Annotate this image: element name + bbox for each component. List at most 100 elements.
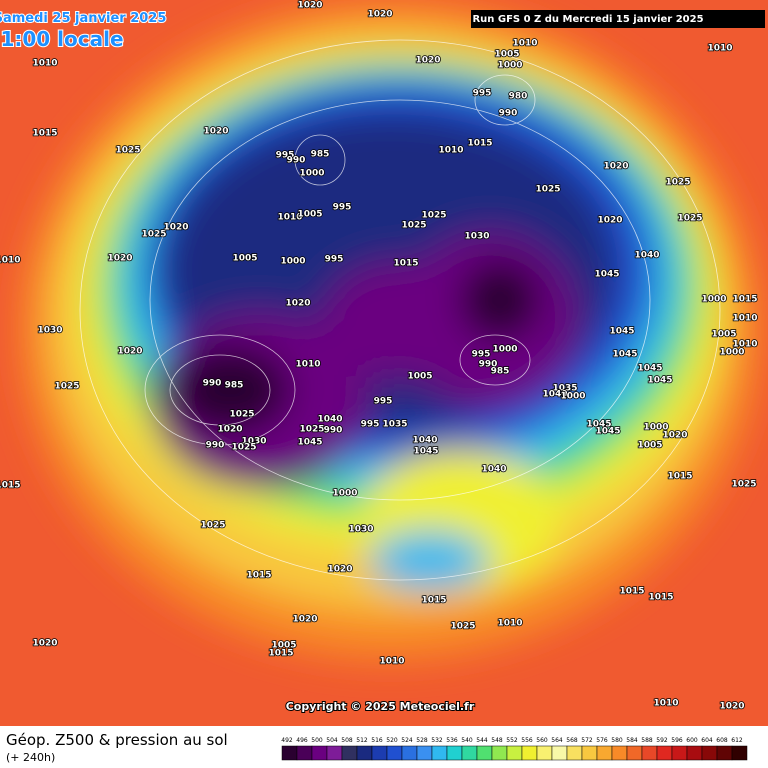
pressure-label: 1010	[497, 619, 522, 629]
colorbar-label: 564	[551, 737, 563, 744]
pressure-label: 1005	[271, 641, 296, 651]
colorbar-label: 496	[296, 737, 308, 744]
pressure-label: 1025	[665, 178, 690, 188]
pressure-label: 1010	[732, 340, 757, 350]
pressure-label: 1020	[597, 216, 622, 226]
pressure-label: 1045	[297, 438, 322, 448]
pressure-label: 1015	[648, 593, 673, 603]
pressure-label: 1020	[107, 254, 132, 264]
pressure-label: 1030	[241, 437, 266, 447]
colorbar: 492 496 500 504 508 512 516 520 524 528 532 536 540 5…	[281, 737, 748, 761]
pressure-label: 995	[473, 89, 492, 99]
pressure-label: 1045	[647, 376, 672, 386]
pressure-label: 1010	[512, 39, 537, 49]
run: Run GFS 0 Z du Mercredi 15 janvier 2025	[472, 14, 703, 25]
pressure-label: 1000	[497, 61, 522, 71]
pressure-label: 1000	[332, 489, 357, 499]
colorbar-box	[506, 745, 523, 761]
colorbar-label: 532	[431, 737, 443, 744]
pressure-label: 1045	[612, 350, 637, 360]
colorbar-label: 500	[311, 737, 323, 744]
pressure-label: 1015	[393, 259, 418, 269]
pressure-label: 1025	[231, 443, 256, 453]
pressure-label: 1030	[348, 525, 373, 535]
pressure-label: 1045	[609, 327, 634, 337]
colorbar-label: 528	[416, 737, 428, 744]
colorbar-label: 492	[281, 737, 293, 744]
colorbar-box	[446, 745, 463, 761]
pressure-label: 1010	[707, 44, 732, 54]
colorbar-label: 524	[401, 737, 413, 744]
colorbar-box	[641, 745, 658, 761]
pressure-label: 1025	[229, 410, 254, 420]
pressure-label: 1010	[277, 213, 302, 223]
colorbar-box	[686, 745, 703, 761]
pressure-label: 990	[499, 109, 518, 119]
pressure-label: 1020	[292, 615, 317, 625]
pressure-label: 995	[361, 420, 380, 430]
pressure-label: 1005	[637, 441, 662, 451]
pressure-label: 1020	[285, 299, 310, 309]
pressure-label: 1020	[217, 425, 242, 435]
colorbar-box	[431, 745, 448, 761]
run-box	[471, 10, 765, 28]
colorbar-label: 596	[671, 737, 683, 744]
colorbar-label: 552	[506, 737, 518, 744]
colorbar-box	[521, 745, 538, 761]
pressure-label: 1020	[415, 56, 440, 66]
pressure-label: 1020	[163, 223, 188, 233]
pressure-label: 1005	[297, 210, 322, 220]
pressure-label: 1025	[677, 214, 702, 224]
colorbar-label: 592	[656, 737, 668, 744]
pressure-label: 995	[333, 203, 352, 213]
colorbar-box	[656, 745, 673, 761]
pressure-label: 1020	[367, 10, 392, 20]
pressure-label: 1010	[379, 657, 404, 667]
colorbar-box	[671, 745, 688, 761]
colorbar-box	[536, 745, 553, 761]
colorbar-box	[416, 745, 433, 761]
pressure-label: 1015	[667, 472, 692, 482]
pressure-label: 1015	[619, 587, 644, 597]
pressure-label: 1020	[603, 162, 628, 172]
pressure-label: 1045	[413, 447, 438, 457]
footer-title: Géop. Z500 & pression au sol	[6, 731, 228, 749]
colorbar-label: 580	[611, 737, 623, 744]
colorbar-box	[566, 745, 583, 761]
pressure-label: 1015	[467, 139, 492, 149]
pressure-label: 1005	[494, 50, 519, 60]
pressure-label: 1040	[317, 415, 342, 425]
colorbar-label: 504	[326, 737, 338, 744]
colorbar-box	[701, 745, 718, 761]
field	[0, 0, 768, 726]
colorbar-label: 588	[641, 737, 653, 744]
date: Samedi 25 janvier 2025	[0, 11, 166, 26]
colorbar-label: 584	[626, 737, 638, 744]
pressure-label: 1025	[421, 211, 446, 221]
colorbar-label: 604	[701, 737, 713, 744]
colorbar-box	[476, 745, 493, 761]
pressure-label: 1045	[595, 427, 620, 437]
pressure-label: 1040	[412, 436, 437, 446]
pressure-label: 1000	[280, 257, 305, 267]
colorbar-box	[581, 745, 598, 761]
pressure-label: 1025	[141, 230, 166, 240]
colorbar-box	[626, 745, 643, 761]
pressure-label: 1035	[382, 420, 407, 430]
colorbar-label: 612	[731, 737, 743, 744]
colorbar-box	[401, 745, 418, 761]
colorbar-label: 548	[491, 737, 503, 744]
colorbar-label: 512	[356, 737, 368, 744]
colorbar-label: 556	[521, 737, 533, 744]
pressure-label: 1010	[732, 314, 757, 324]
pressure-label: 1025	[401, 221, 426, 231]
pressure-label: 1000	[643, 423, 668, 433]
colorbar-box	[461, 745, 478, 761]
colorbar-box	[281, 745, 298, 761]
pressure-label: 1045	[586, 420, 611, 430]
pressure-label: 1020	[203, 127, 228, 137]
pressure-label: 1025	[115, 146, 140, 156]
colorbar-box	[386, 745, 403, 761]
